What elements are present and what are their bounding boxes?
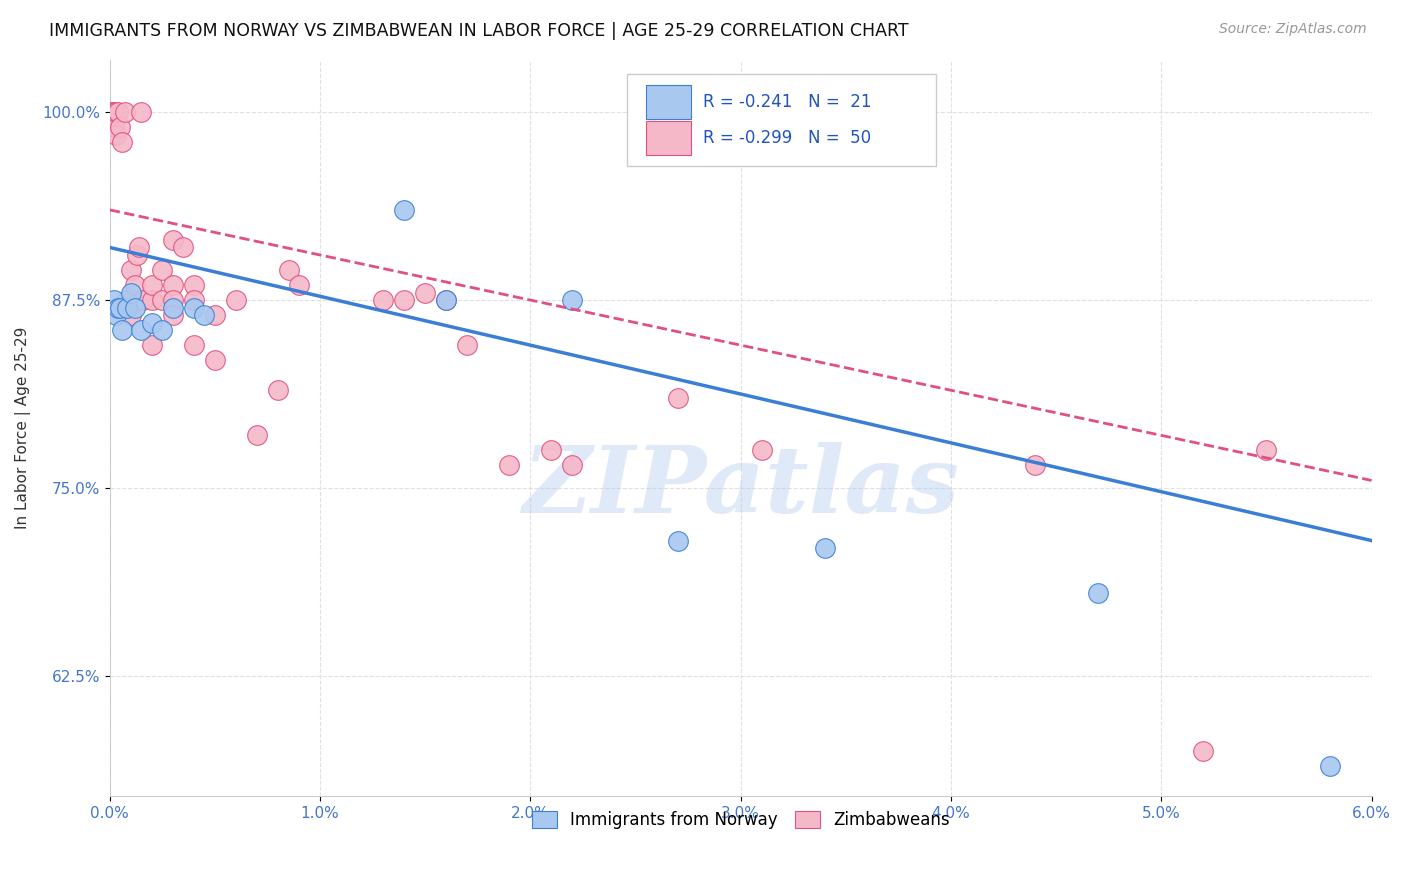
Point [666,391,689,405]
Point [456,338,478,352]
Point [107,301,129,315]
Text: IMMIGRANTS FROM NORWAY VS ZIMBABWEAN IN LABOR FORCE | AGE 25-29 CORRELATION CHAR: IMMIGRANTS FROM NORWAY VS ZIMBABWEAN IN … [49,22,908,40]
Point [394,202,416,217]
Point [162,233,184,247]
FancyBboxPatch shape [647,85,692,119]
Point [561,458,583,473]
Point [101,105,124,120]
Point [152,293,174,307]
Point [131,323,153,337]
Point [132,293,155,307]
Point [141,278,163,293]
Point [110,120,132,135]
Point [540,443,562,458]
Point [434,293,457,307]
Point [498,458,520,473]
Point [103,120,125,135]
Point [111,323,134,337]
Point [103,105,125,120]
Point [141,293,163,307]
Point [193,308,215,322]
Point [120,308,142,322]
Point [267,384,290,398]
Point [277,263,299,277]
Point [162,301,184,315]
Point [1087,586,1109,600]
Point [225,293,247,307]
Point [183,301,205,315]
Point [434,293,457,307]
Point [111,135,134,149]
Point [120,285,142,300]
Point [128,240,150,254]
Point [1319,759,1341,773]
Point [124,301,146,315]
Point [131,105,153,120]
Point [561,293,583,307]
Point [373,293,395,307]
Point [1256,443,1278,458]
Point [394,293,416,307]
Point [107,105,129,120]
Point [751,443,773,458]
Point [172,240,194,254]
Point [413,285,436,300]
Point [246,428,269,442]
Legend: Immigrants from Norway, Zimbabweans: Immigrants from Norway, Zimbabweans [526,804,956,836]
Point [183,278,205,293]
Point [288,278,311,293]
Point [666,533,689,548]
Point [162,278,184,293]
Point [152,263,174,277]
Point [124,278,146,293]
Text: R = -0.299   N =  50: R = -0.299 N = 50 [703,129,870,147]
Point [204,308,226,322]
Text: R = -0.241   N =  21: R = -0.241 N = 21 [703,93,872,111]
Point [141,338,163,352]
Point [103,293,125,307]
FancyBboxPatch shape [627,74,936,167]
Point [105,128,128,142]
Point [204,353,226,368]
Point [115,301,138,315]
Point [105,105,128,120]
Point [120,263,142,277]
Point [115,293,138,307]
Point [162,308,184,322]
Point [114,105,136,120]
Y-axis label: In Labor Force | Age 25-29: In Labor Force | Age 25-29 [15,326,31,529]
Point [183,338,205,352]
Point [152,323,174,337]
Point [162,293,184,307]
Point [141,316,163,330]
Point [1024,458,1046,473]
Text: ZIPatlas: ZIPatlas [522,442,959,532]
Point [127,248,149,262]
Text: Source: ZipAtlas.com: Source: ZipAtlas.com [1219,22,1367,37]
Point [183,293,205,307]
FancyBboxPatch shape [647,121,692,155]
Point [110,301,132,315]
Point [814,541,837,555]
Point [105,308,128,322]
Point [1192,744,1215,758]
